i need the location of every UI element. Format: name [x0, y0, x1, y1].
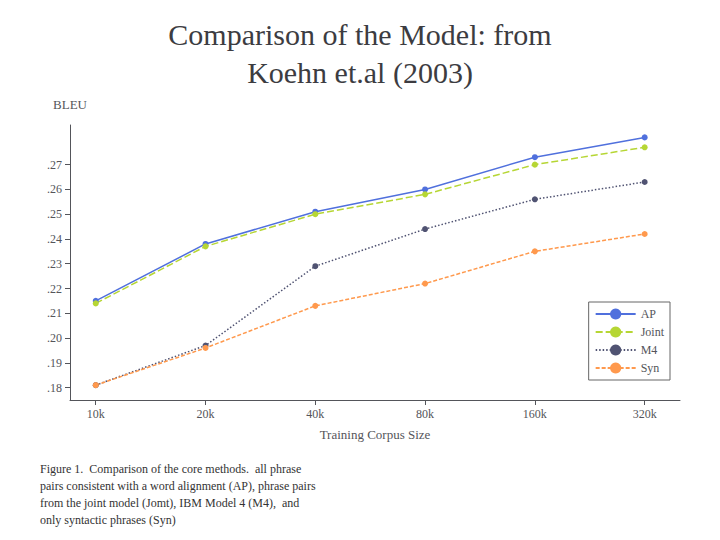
- svg-text:80k: 80k: [416, 407, 434, 421]
- svg-text:160k: 160k: [523, 407, 547, 421]
- svg-text:.22: .22: [47, 282, 62, 296]
- svg-text:BLEU: BLEU: [53, 97, 88, 112]
- svg-text:.19: .19: [47, 356, 62, 370]
- svg-text:20k: 20k: [197, 407, 215, 421]
- svg-text:Training Corpus Size: Training Corpus Size: [320, 427, 431, 442]
- svg-text:.21: .21: [47, 306, 62, 320]
- svg-text:.20: .20: [47, 331, 62, 345]
- svg-text:Joint: Joint: [641, 325, 665, 339]
- svg-text:.25: .25: [47, 207, 62, 221]
- svg-text:only syntactic phrases (Syn): only syntactic phrases (Syn): [40, 513, 176, 527]
- svg-text:Comparison of the Model: from: Comparison of the Model: from: [168, 18, 551, 51]
- svg-text:10k: 10k: [87, 407, 105, 421]
- svg-text:M4: M4: [641, 343, 658, 357]
- svg-text:.18: .18: [47, 381, 62, 395]
- svg-text:.27: .27: [47, 158, 62, 172]
- svg-text:Koehn et.al (2003): Koehn et.al (2003): [247, 56, 473, 90]
- svg-text:.26: .26: [47, 182, 62, 196]
- svg-text:AP: AP: [641, 307, 657, 321]
- svg-text:.23: .23: [47, 257, 62, 271]
- svg-text:.24: .24: [47, 232, 62, 246]
- svg-text:40k: 40k: [306, 407, 324, 421]
- svg-text:from the joint model (Jomt), I: from the joint model (Jomt), IBM Model 4…: [40, 496, 299, 510]
- svg-text:Syn: Syn: [641, 361, 660, 375]
- svg-text:Figure 1. Comparison of the c: Figure 1. Comparison of the core methods…: [40, 462, 301, 476]
- svg-text:320k: 320k: [633, 407, 657, 421]
- svg-text:pairs consistent with a word a: pairs consistent with a word alignment (…: [40, 479, 316, 493]
